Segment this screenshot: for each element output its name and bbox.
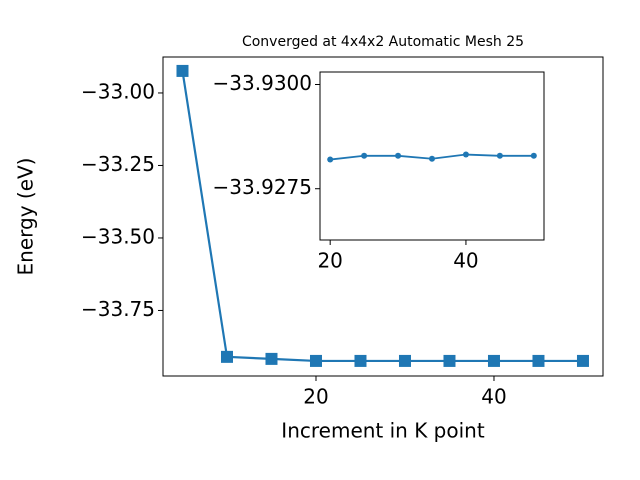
x-tick-label: 20 (303, 385, 328, 409)
marker (265, 352, 278, 365)
line (181, 70, 583, 363)
marker (429, 155, 435, 162)
axes-frame (162, 56, 604, 377)
y-tick-label: −33.9275 (213, 175, 312, 199)
x-axis-label: Increment in K point (281, 419, 485, 443)
marker (327, 156, 334, 163)
marker (530, 152, 537, 159)
x-tick-label: 40 (481, 385, 506, 409)
chart-title: Converged at 4x4x2 Automatic Mesh 25 (242, 34, 524, 50)
marker (487, 354, 500, 367)
marker (361, 152, 368, 159)
marker (309, 354, 322, 367)
y-tick-label: −33.9300 (213, 71, 312, 95)
y-tick-label: −33.25 (81, 152, 155, 176)
y-axis-label: Energy (eV) (14, 158, 38, 276)
marker (176, 64, 189, 77)
marker (354, 354, 367, 367)
y-tick-label: −33.00 (81, 79, 155, 103)
marker (443, 354, 456, 367)
axes-frame (319, 71, 545, 241)
marker (496, 152, 503, 159)
marker (398, 354, 411, 367)
marker (532, 354, 545, 367)
marker (395, 152, 402, 159)
marker (576, 354, 589, 367)
x-tick-label: 20 (317, 249, 342, 273)
marker (462, 151, 469, 158)
x-tick-label: 40 (453, 249, 478, 273)
marker (220, 350, 233, 363)
y-tick-label: −33.50 (81, 224, 155, 248)
y-tick-label: −33.75 (81, 297, 155, 321)
